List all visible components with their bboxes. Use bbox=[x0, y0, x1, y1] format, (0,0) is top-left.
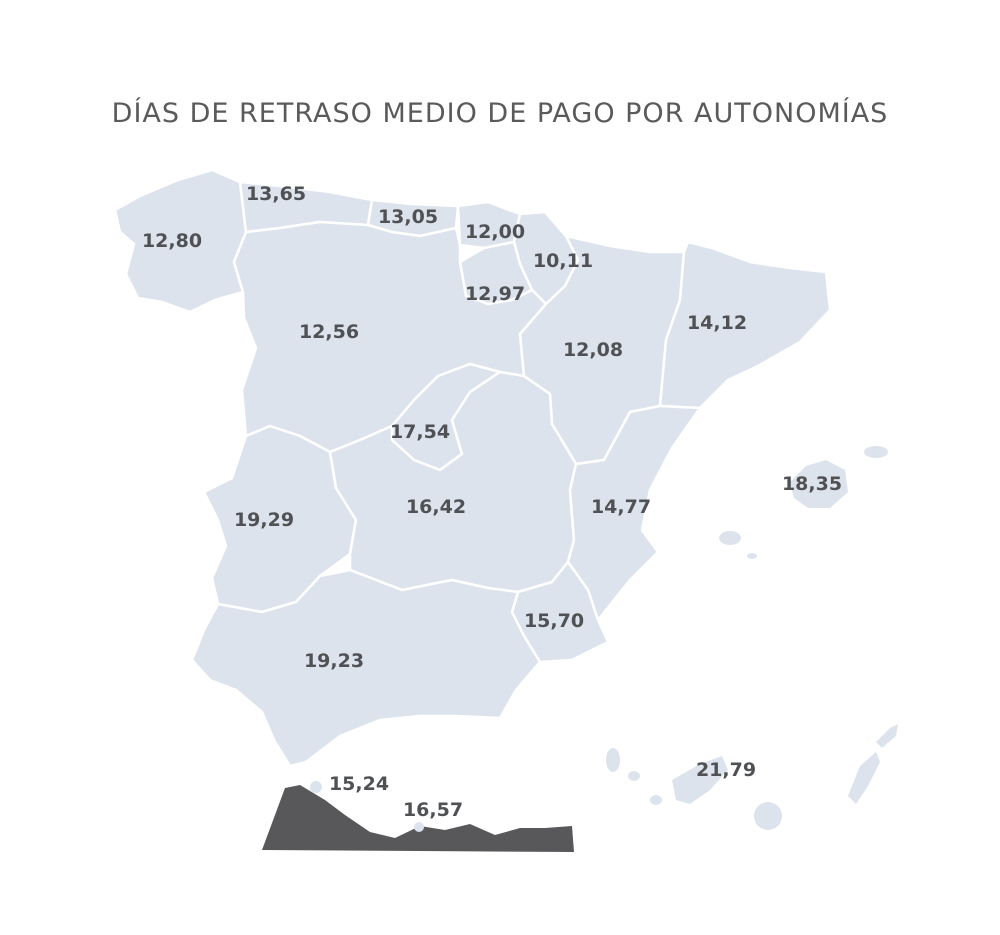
label-murcia: 15,70 bbox=[524, 610, 584, 632]
island-gran-canaria bbox=[754, 802, 782, 830]
island-menorca bbox=[864, 446, 888, 458]
island-la-palma bbox=[606, 748, 620, 772]
island-lanzarote bbox=[876, 724, 898, 748]
label-castilla-la-mancha: 16,42 bbox=[406, 496, 466, 518]
label-comunidad-valenciana: 14,77 bbox=[591, 496, 651, 518]
island-fuerteventura bbox=[848, 752, 880, 804]
island-tenerife bbox=[672, 756, 728, 804]
ceuta-dot bbox=[310, 781, 322, 793]
region-comunidad-valenciana bbox=[566, 404, 702, 622]
label-ceuta: 15,24 bbox=[329, 773, 389, 795]
map-title: DÍAS DE RETRASO MEDIO DE PAGO POR AUTONO… bbox=[111, 98, 889, 129]
island-ibiza bbox=[719, 531, 741, 545]
label-melilla: 16,57 bbox=[403, 799, 463, 821]
label-asturias: 13,65 bbox=[246, 183, 306, 205]
label-extremadura: 19,29 bbox=[234, 509, 294, 531]
region-andalucia bbox=[190, 568, 542, 768]
island-formentera bbox=[747, 553, 757, 559]
label-pais-vasco: 12,00 bbox=[465, 221, 525, 243]
island-mallorca bbox=[790, 460, 848, 508]
north-africa-landmass bbox=[262, 785, 574, 852]
label-madrid: 17,54 bbox=[390, 421, 450, 443]
label-navarra: 10,11 bbox=[533, 250, 593, 272]
region-cataluna bbox=[658, 240, 832, 410]
label-canarias: 21,79 bbox=[696, 759, 756, 781]
island-el-hierro bbox=[650, 795, 662, 805]
label-la-rioja: 12,97 bbox=[465, 283, 525, 305]
label-cataluna: 14,12 bbox=[687, 312, 747, 334]
island-la-gomera bbox=[628, 771, 640, 781]
label-aragon: 12,08 bbox=[563, 339, 623, 361]
label-castilla-y-leon: 12,56 bbox=[299, 321, 359, 343]
melilla-dot bbox=[414, 822, 424, 832]
region-galicia bbox=[113, 168, 248, 314]
label-andalucia: 19,23 bbox=[304, 650, 364, 672]
label-cantabria: 13,05 bbox=[378, 206, 438, 228]
label-baleares: 18,35 bbox=[782, 473, 842, 495]
label-galicia: 12,80 bbox=[142, 230, 202, 252]
